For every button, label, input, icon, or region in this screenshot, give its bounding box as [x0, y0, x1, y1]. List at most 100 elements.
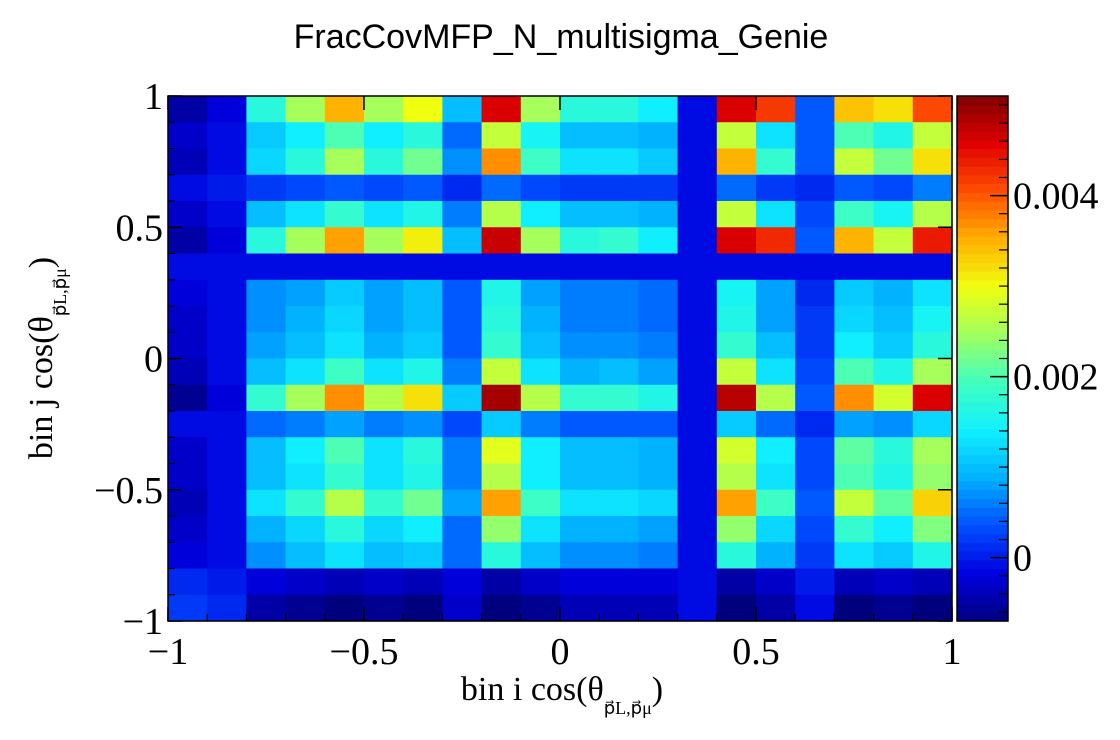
x-axis-ticks: −1 −0.5 0 0.5 1 [148, 96, 962, 673]
heatmap-cell [520, 174, 561, 202]
heatmap-cell [168, 122, 208, 150]
x-tick-label: 0.5 [732, 631, 780, 673]
heatmap-cell [324, 253, 365, 281]
heatmap-cell [560, 358, 600, 386]
heatmap-cells [168, 96, 953, 622]
palette-band [957, 166, 1008, 176]
heatmap-cell [756, 437, 796, 465]
heatmap-cell [599, 516, 639, 543]
x-axis-label-close: ) [652, 671, 663, 708]
color-tick-label: 0.004 [1013, 176, 1099, 218]
heatmap-cell [756, 463, 796, 491]
palette-band [957, 262, 1008, 272]
heatmap-cell [834, 437, 875, 465]
heatmap-cell [638, 148, 679, 176]
heatmap-cell [442, 279, 483, 307]
heatmap-cell [481, 489, 522, 517]
heatmap-cell [912, 384, 953, 412]
heatmap-cell [364, 489, 404, 517]
heatmap-cell [834, 384, 875, 412]
palette-band [957, 122, 1008, 132]
heatmap-cell [207, 174, 247, 202]
heatmap-cell [716, 332, 757, 360]
heatmap-cell [716, 96, 757, 123]
heatmap-cell [207, 201, 247, 228]
heatmap-cell [481, 384, 522, 412]
heatmap-cell [246, 253, 287, 281]
heatmap-cell [324, 568, 365, 596]
palette-band [957, 481, 1008, 491]
heatmap-cell [677, 384, 718, 412]
heatmap-cell [207, 568, 247, 596]
heatmap-cell [756, 411, 796, 438]
heatmap-cell [168, 174, 208, 202]
heatmap-cell [677, 411, 718, 438]
heatmap-cell [364, 411, 404, 438]
heatmap-cell [716, 358, 757, 386]
color-scale-ticks: 0 0.002 0.004 [990, 104, 1099, 613]
palette-band [957, 297, 1008, 307]
heatmap-cell [912, 253, 953, 281]
heatmap-cell [560, 122, 600, 150]
heatmap-cell [677, 489, 718, 517]
heatmap-cell [756, 201, 796, 228]
heatmap-cell [756, 542, 796, 570]
heatmap-cell [481, 306, 522, 333]
palette-band [957, 192, 1008, 202]
heatmap-cell [364, 306, 404, 333]
heatmap-cell [207, 358, 247, 386]
heatmap-cell [364, 279, 404, 307]
heatmap-cell [246, 384, 287, 412]
heatmap-cell [168, 437, 208, 465]
heatmap-cell [324, 148, 365, 176]
heatmap-cell [560, 542, 600, 570]
heatmap-cell [716, 306, 757, 333]
heatmap-cell [403, 463, 443, 491]
heatmap-cell [442, 122, 483, 150]
palette-band [957, 131, 1008, 141]
heatmap-cell [481, 542, 522, 570]
heatmap-cell [834, 358, 875, 386]
heatmap-cell [442, 358, 483, 386]
heatmap-cell [873, 174, 914, 202]
heatmap-cell [246, 148, 287, 176]
palette-band [957, 533, 1008, 543]
y-tick-label: 0 [144, 339, 163, 381]
heatmap-cell [795, 463, 835, 491]
heatmap-cell [599, 122, 639, 150]
palette-band [957, 559, 1008, 570]
heatmap-cell [638, 489, 679, 517]
heatmap-cell [795, 384, 835, 412]
heatmap-cell [364, 358, 404, 386]
heatmap-cell [364, 122, 404, 150]
heatmap-cell [599, 358, 639, 386]
heatmap-cell [168, 253, 208, 281]
heatmap-cell [716, 253, 757, 281]
palette-band [957, 236, 1008, 246]
heatmap-cell [403, 542, 443, 570]
heatmap-cell [364, 201, 404, 228]
heatmap-cell [795, 201, 835, 228]
heatmap-cell [912, 516, 953, 543]
palette-band [957, 306, 1008, 316]
heatmap-cell [677, 463, 718, 491]
palette-band [957, 498, 1008, 508]
heatmap-cell [677, 174, 718, 202]
heatmap-cell [324, 542, 365, 570]
y-axis-label-sub: p⃗L,p⃗μ [50, 268, 70, 316]
heatmap-cell [285, 96, 326, 123]
heatmap-cell [403, 411, 443, 438]
palette-band [957, 524, 1008, 535]
heatmap-cell [756, 594, 796, 622]
heatmap-cell [285, 384, 326, 412]
x-axis-label-main: bin i cos(θ [461, 671, 604, 708]
heatmap-cell [716, 437, 757, 465]
heatmap-cell [481, 358, 522, 386]
heatmap-cell [324, 201, 365, 228]
heatmap-cell [912, 568, 953, 596]
color-palette [957, 96, 1008, 622]
heatmap-cell [207, 594, 247, 622]
heatmap-cell [442, 174, 483, 202]
heatmap-cell [834, 568, 875, 596]
heatmap-cell [716, 174, 757, 202]
